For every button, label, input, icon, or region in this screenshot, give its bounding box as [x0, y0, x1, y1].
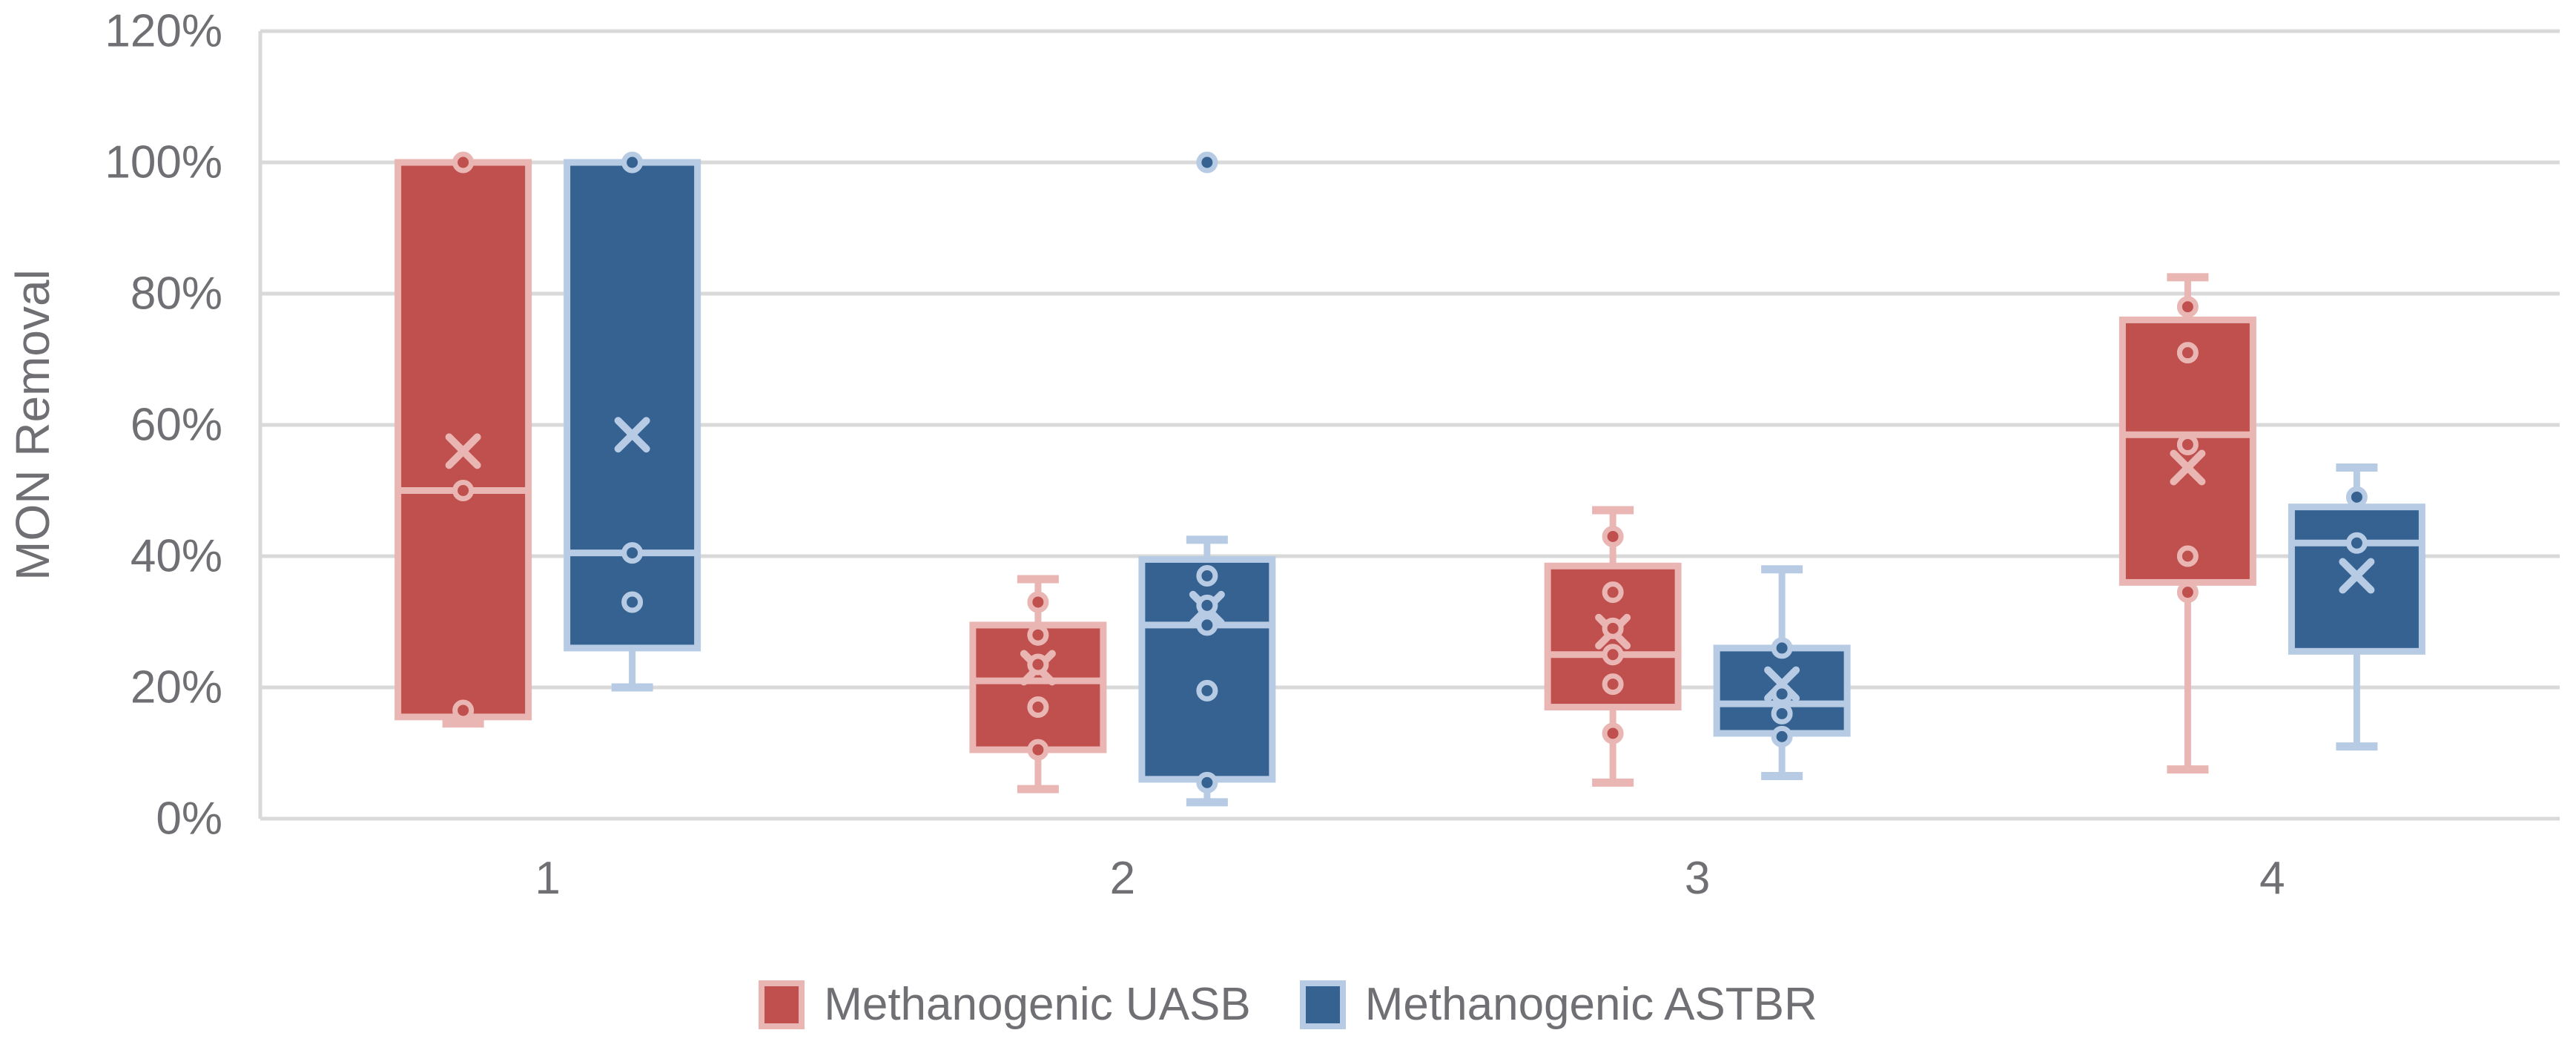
box-astbr-2-data-point: [1196, 151, 1218, 174]
legend-label-astbr: Methanogenic ASTBR: [1364, 979, 1817, 1030]
legend-item-uasb: Methanogenic UASB: [759, 980, 1251, 1029]
legend: Methanogenic UASB Methanogenic ASTBR: [0, 980, 2576, 1029]
legend-swatch-astbr: [1299, 980, 1346, 1029]
box-astbr-2-data-point: [1196, 771, 1218, 793]
box-uasb-4-mean-x-marker: [2170, 449, 2206, 486]
box-uasb-3-data-point: [1602, 722, 1624, 745]
box-astbr-2-data-point: [1196, 594, 1218, 616]
box-uasb-4-data-point: [2176, 434, 2199, 456]
box-astbr-4-mean-x-marker: [2339, 558, 2375, 594]
box-uasb-2-data-point: [1027, 591, 1049, 613]
x-tick-label: 1: [535, 853, 560, 904]
legend-item-astbr: Methanogenic ASTBR: [1299, 979, 1817, 1030]
y-tick-label: 80%: [131, 268, 222, 320]
y-tick-label: 60%: [131, 400, 222, 451]
box-astbr-4-data-point: [2345, 486, 2368, 508]
x-tick-label: 3: [1685, 853, 1710, 904]
box-astbr-3-data-point: [1771, 702, 1793, 724]
box-uasb-4-data-point: [2176, 581, 2199, 604]
box-uasb-4-data-point: [2176, 296, 2199, 318]
box-astbr-2-data-point: [1196, 679, 1218, 702]
legend-label-uasb: Methanogenic UASB: [824, 979, 1251, 1030]
box-uasb-2-data-point: [1027, 696, 1049, 719]
box-astbr-2-rect: [1138, 555, 1276, 783]
box-uasb-1-data-point: [452, 151, 475, 174]
box-astbr-3-data-point: [1771, 725, 1793, 747]
box-uasb-3-data-point: [1602, 525, 1624, 547]
box-uasb-2-data-point: [1027, 624, 1049, 646]
box-uasb-1-data-point: [452, 480, 475, 501]
box-astbr-3-data-point: [1771, 683, 1793, 705]
y-tick-label: 120%: [105, 6, 222, 57]
box-astbr-1-data-point: [621, 591, 644, 613]
box-astbr-2-data-point: [1196, 614, 1218, 636]
box-uasb-3-data-point: [1602, 673, 1624, 696]
y-axis-title: MON Removal: [6, 269, 59, 581]
box-astbr-1-data-point: [621, 151, 644, 174]
y-tick-label: 40%: [131, 531, 222, 582]
box-uasb-2-data-point: [1027, 739, 1049, 761]
box-uasb-3-data-point: [1602, 617, 1624, 639]
box-uasb-3-data-point: [1602, 644, 1624, 666]
x-tick-label: 2: [1110, 853, 1135, 904]
y-tick-label: 100%: [105, 137, 222, 188]
box-uasb-1-rect: [394, 159, 532, 721]
box-uasb-2-data-point: [1027, 653, 1049, 676]
box-astbr-1-data-point: [621, 542, 644, 564]
box-uasb-4-data-point: [2176, 545, 2199, 567]
box-uasb-1-data-point: [452, 699, 475, 722]
box-uasb-4-data-point: [2176, 342, 2199, 364]
legend-swatch-uasb: [759, 980, 805, 1029]
box-astbr-3-data-point: [1771, 637, 1793, 659]
box-astbr-1-mean-x-marker: [614, 417, 650, 453]
x-tick-label: 4: [2259, 853, 2285, 904]
y-tick-label: 20%: [131, 662, 222, 713]
box-astbr-4-data-point: [2345, 532, 2368, 554]
box-uasb-1-mean-x-marker: [445, 433, 481, 469]
box-astbr-2-data-point: [1196, 565, 1218, 587]
box-astbr-4-rect: [2288, 504, 2425, 655]
box-uasb-3-data-point: [1602, 581, 1624, 604]
y-tick-label: 0%: [156, 793, 222, 845]
plot-area: 0% 20% 40% 60% 80% 100% 120% 1 2 3 4: [105, 6, 2560, 904]
box-astbr-1-rect: [564, 159, 701, 652]
